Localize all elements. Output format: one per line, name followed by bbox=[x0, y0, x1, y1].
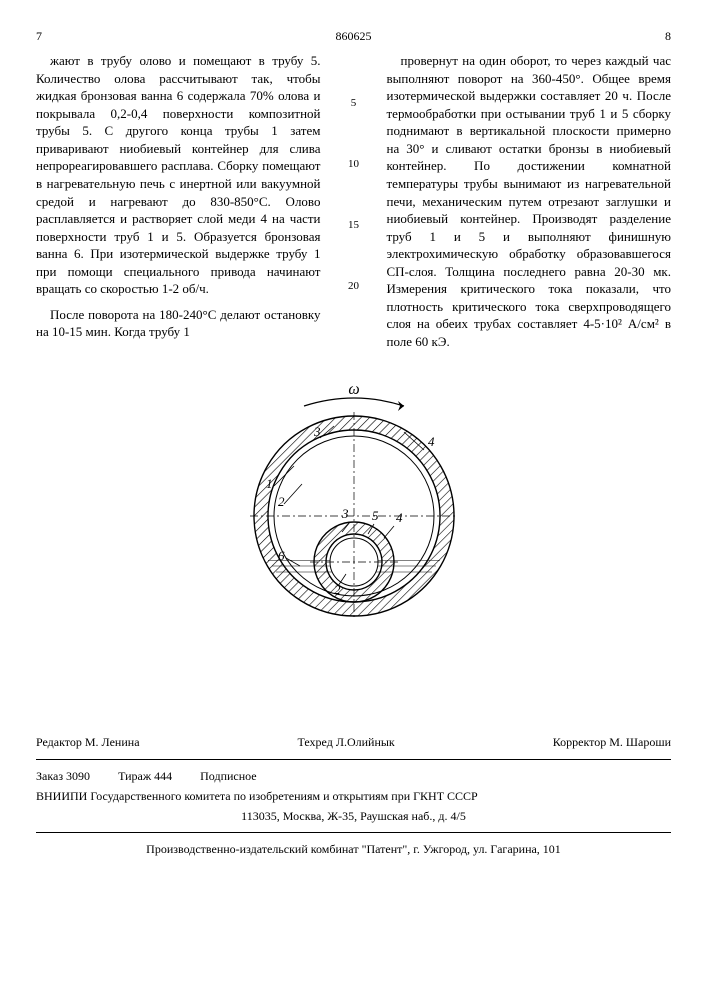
tech-editor: Техред Л.Олийнык bbox=[298, 734, 395, 750]
leader-2 bbox=[284, 484, 302, 504]
left-column: жают в трубу олово и помещают в трубу 5.… bbox=[36, 52, 321, 358]
line-numbers: 5 10 15 20 bbox=[345, 52, 363, 358]
callout-3a: 3 bbox=[313, 424, 321, 439]
callout-4b: 4 bbox=[396, 510, 403, 525]
rotation-arc bbox=[304, 398, 404, 406]
callout-6: 6 bbox=[278, 548, 285, 563]
callout-2: 2 bbox=[278, 494, 285, 509]
callout-3b: 3 bbox=[341, 506, 349, 521]
left-p1: жают в трубу олово и помещают в трубу 5.… bbox=[36, 52, 321, 298]
print-run: Тираж 444 bbox=[118, 768, 172, 784]
divider-1 bbox=[36, 759, 671, 760]
corrector: Корректор М. Шароши bbox=[553, 734, 671, 750]
rotation-arrowhead bbox=[398, 401, 404, 411]
ln-20: 20 bbox=[348, 279, 359, 294]
order-no: Заказ 3090 bbox=[36, 768, 90, 784]
right-column: провернут на один оборот, то через кажды… bbox=[387, 52, 672, 358]
order-row: Заказ 3090 Тираж 444 Подписное bbox=[36, 766, 671, 786]
patent-number: 860625 bbox=[336, 28, 372, 44]
ln-5: 5 bbox=[351, 96, 357, 111]
credits-row: Редактор М. Ленина Техред Л.Олийнык Корр… bbox=[36, 732, 671, 752]
left-p2: После поворота на 180-240°С делают остан… bbox=[36, 306, 321, 341]
editor: Редактор М. Ленина bbox=[36, 734, 140, 750]
ln-10: 10 bbox=[348, 157, 359, 172]
publisher-3: Производственно-издательский комбинат "П… bbox=[36, 839, 671, 859]
leader-4b bbox=[384, 526, 394, 538]
omega-label: ω bbox=[348, 381, 359, 398]
callout-5: 5 bbox=[372, 508, 379, 523]
callout-4a: 4 bbox=[428, 434, 435, 449]
diagram-svg: ω 1 2 3 4 3 bbox=[224, 376, 484, 656]
right-p1: провернут на один оборот, то через кажды… bbox=[387, 52, 672, 350]
page-right: 8 bbox=[665, 28, 671, 44]
cross-section-diagram: ω 1 2 3 4 3 bbox=[36, 376, 671, 656]
subscription: Подписное bbox=[200, 768, 257, 784]
publisher-2: 113035, Москва, Ж-35, Раушская наб., д. … bbox=[36, 806, 671, 826]
callout-2b: 2 bbox=[334, 582, 341, 597]
publisher-1: ВНИИПИ Государственного комитета по изоб… bbox=[36, 786, 671, 806]
callout-1: 1 bbox=[266, 476, 273, 491]
page-left: 7 bbox=[36, 28, 42, 44]
ln-15: 15 bbox=[348, 218, 359, 233]
divider-2 bbox=[36, 832, 671, 833]
page-header: 7 860625 8 bbox=[36, 28, 671, 44]
text-columns: жают в трубу олово и помещают в трубу 5.… bbox=[36, 52, 671, 358]
